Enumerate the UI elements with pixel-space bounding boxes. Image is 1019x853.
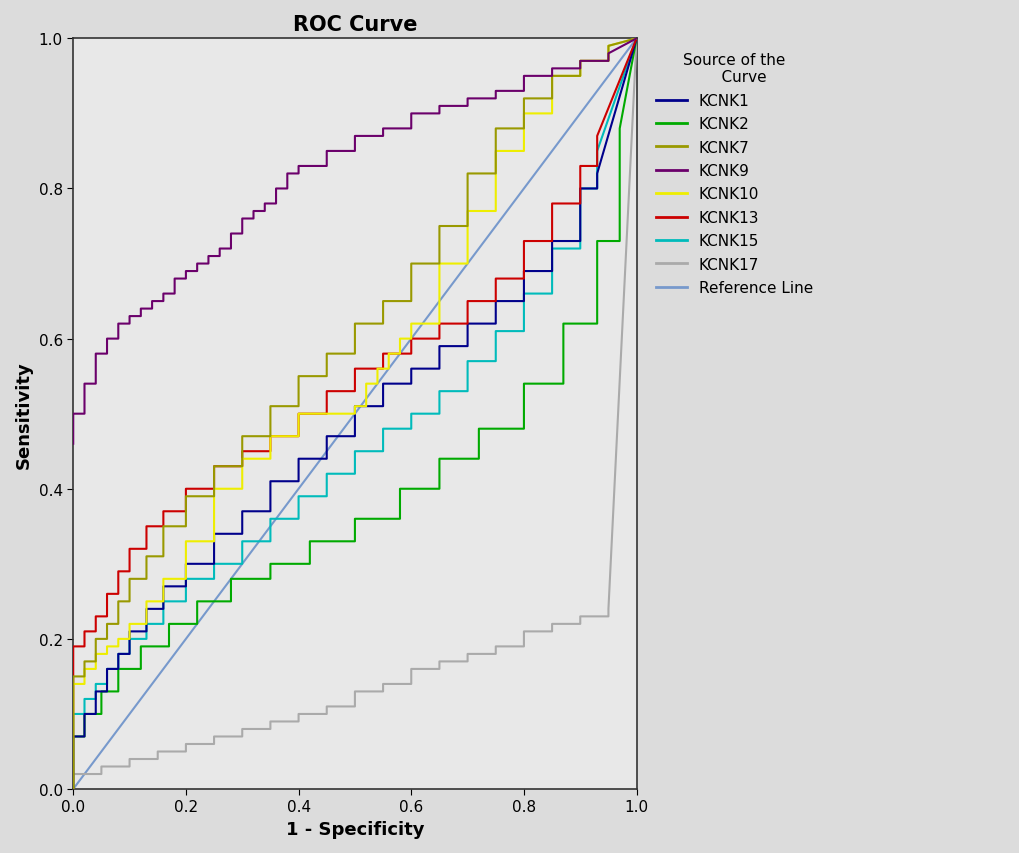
Title: ROC Curve: ROC Curve xyxy=(292,15,417,35)
Y-axis label: Sensitivity: Sensitivity xyxy=(15,360,33,468)
X-axis label: 1 - Specificity: 1 - Specificity xyxy=(285,820,424,838)
Legend: KCNK1, KCNK2, KCNK7, KCNK9, KCNK10, KCNK13, KCNK15, KCNK17, Reference Line: KCNK1, KCNK2, KCNK7, KCNK9, KCNK10, KCNK… xyxy=(649,47,818,302)
